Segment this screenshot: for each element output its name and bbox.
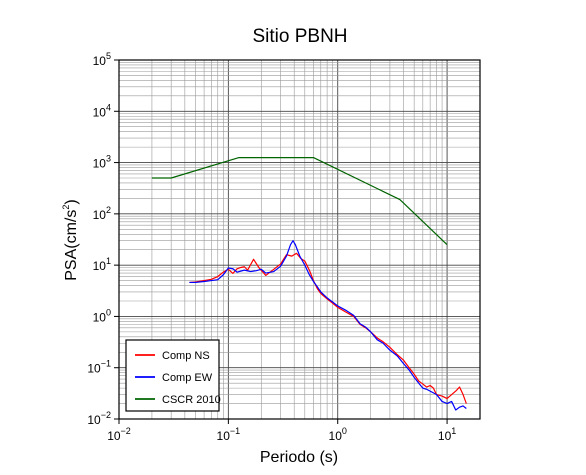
y-tick-label-base: 10 <box>87 413 101 427</box>
y-tick-label-base: 10 <box>93 259 107 273</box>
y-tick-label-exponent: 5 <box>106 51 111 61</box>
legend-label-cscr-2010: CSCR 2010 <box>162 394 221 406</box>
y-tick-label-base: 10 <box>93 208 107 222</box>
y-tick-label-exponent: 1 <box>106 256 111 266</box>
y-tick-label-exponent: 0 <box>106 307 111 317</box>
plot-frame <box>118 59 481 420</box>
y-axis-label-base: PSA(cm/s <box>63 210 80 281</box>
legend: Comp NS Comp EW CSCR 2010 <box>125 339 221 412</box>
y-tick-label-exponent: 2 <box>106 205 111 215</box>
x-tick-label-base: 10 <box>107 429 121 443</box>
y-tick-label-base: 10 <box>87 362 101 376</box>
x-tick-label-exponent: 1 <box>451 426 456 436</box>
y-tick-label: 105 <box>93 51 111 68</box>
series-line-comp-ew <box>189 240 467 411</box>
y-axis-label-exponent: 2 <box>61 205 71 210</box>
y-tick-label-base: 10 <box>93 54 107 68</box>
legend-label-comp-ew: Comp EW <box>162 372 213 384</box>
y-tick-label-exponent: 4 <box>106 102 111 112</box>
x-tick-label: 100 <box>329 426 347 443</box>
series-line-cscr-2010 <box>151 157 448 246</box>
x-tick-label: 10−2 <box>107 426 131 443</box>
x-axis-ticks: 10−2 10−1 100 101 <box>107 419 456 443</box>
y-tick-label: 10−1 <box>87 359 111 376</box>
y-tick-label: 10−2 <box>87 410 111 427</box>
y-axis-label: PSA(cm/s2) <box>61 199 80 280</box>
y-tick-label-exponent: −2 <box>101 410 111 420</box>
legend-label-comp-ns: Comp NS <box>162 350 210 362</box>
y-tick-label: 100 <box>93 307 111 324</box>
series-layer <box>151 157 467 411</box>
x-tick-label-base: 10 <box>438 429 452 443</box>
y-tick-label-base: 10 <box>93 105 107 119</box>
y-tick-label-base: 10 <box>93 310 107 324</box>
grid-lines <box>118 59 481 420</box>
x-tick-label-base: 10 <box>329 429 343 443</box>
y-tick-label: 102 <box>93 205 111 222</box>
x-tick-label-base: 10 <box>217 429 231 443</box>
y-tick-label: 103 <box>93 154 111 171</box>
x-tick-label: 10−1 <box>217 426 241 443</box>
x-tick-label-exponent: −1 <box>230 426 240 436</box>
x-tick-label-exponent: −2 <box>121 426 131 436</box>
y-tick-label-exponent: −1 <box>101 359 111 369</box>
chart-title: Sitio PBNH <box>252 26 347 47</box>
x-axis-label: Periodo (s) <box>260 449 338 466</box>
y-tick-label: 104 <box>93 102 111 119</box>
x-tick-label: 101 <box>438 426 456 443</box>
x-tick-label-exponent: 0 <box>342 426 347 436</box>
y-axis-label-end: ) <box>63 199 80 204</box>
y-tick-label: 101 <box>93 256 111 273</box>
y-tick-label-exponent: 3 <box>106 154 111 164</box>
series-line-comp-ns <box>189 252 467 404</box>
y-tick-label-base: 10 <box>93 157 107 171</box>
